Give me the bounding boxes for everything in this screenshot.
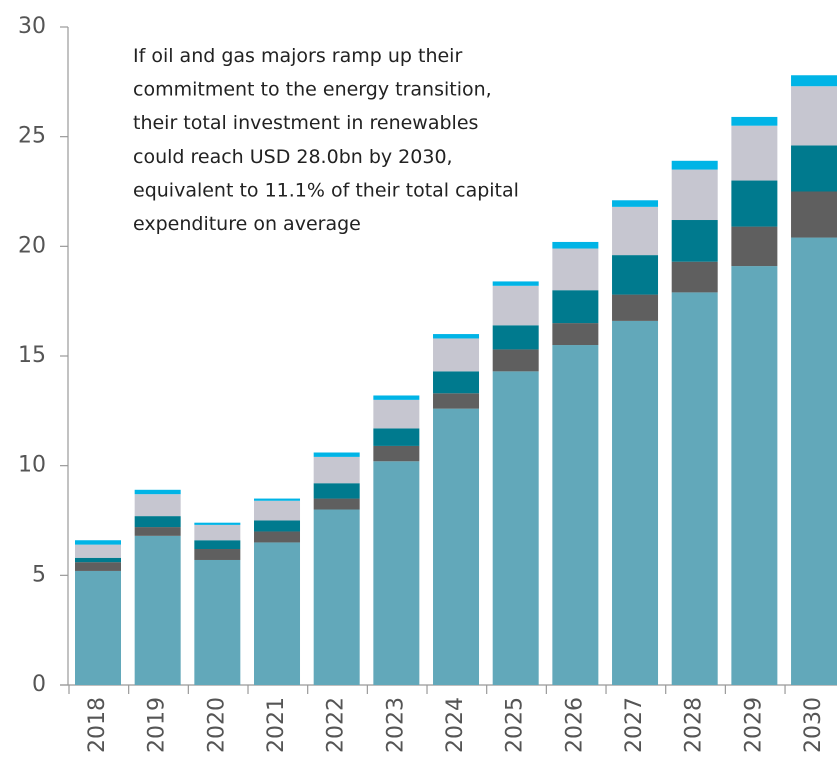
annotation: expenditure on average	[133, 213, 361, 235]
bar-segment	[433, 371, 480, 394]
bar-segment	[134, 516, 181, 528]
bar-segment	[791, 191, 837, 238]
bar-segment	[373, 399, 420, 429]
bar-segment	[75, 540, 121, 545]
bar-segment	[552, 241, 599, 249]
bar-segment	[254, 520, 301, 532]
x-tick-label: 2023	[383, 697, 408, 753]
x-tick-label: 2022	[324, 697, 349, 753]
bar-segment	[552, 323, 599, 346]
bar-segment	[791, 75, 837, 87]
bar-segment	[194, 559, 241, 685]
bar-segment	[671, 261, 718, 293]
y-tick-label: 30	[18, 14, 46, 39]
bar-segment	[731, 266, 778, 685]
bar-segment	[254, 542, 301, 685]
annotation: their total investment in renewables	[133, 112, 478, 134]
bar-segment	[731, 180, 778, 227]
annotation: equivalent to 11.1% of their total capit…	[133, 179, 519, 201]
bar-segment	[194, 524, 241, 541]
bar-segment	[194, 549, 241, 560]
bar-segment	[194, 522, 241, 525]
bar-segment	[373, 445, 420, 462]
bar-segment	[433, 393, 480, 409]
bar-segment	[254, 498, 301, 501]
y-tick-label: 5	[32, 562, 46, 587]
bar-segment	[671, 160, 718, 170]
bar-segment	[552, 248, 599, 291]
x-tick-label: 2020	[204, 697, 229, 753]
x-tick-label: 2026	[562, 697, 587, 753]
bar-segment	[313, 452, 360, 457]
bar-segment	[612, 294, 659, 321]
y-tick-label: 15	[18, 343, 46, 368]
bar-segment	[134, 489, 181, 495]
bar-segment	[75, 544, 121, 558]
annotation: commitment to the energy transition,	[133, 79, 492, 101]
x-tick-label: 2030	[801, 697, 826, 753]
annotation: If oil and gas majors ramp up their	[133, 45, 462, 67]
bar-segment	[492, 349, 539, 372]
bar-segment	[492, 285, 539, 326]
x-tick-label: 2025	[503, 697, 528, 753]
bar-segment	[75, 562, 121, 571]
bar-segment	[492, 325, 539, 350]
bar-segment	[433, 338, 480, 372]
bar-segment	[134, 527, 181, 536]
bar-segment	[492, 281, 539, 286]
bar-segment	[313, 509, 360, 685]
x-tick-label: 2024	[443, 697, 468, 753]
y-tick-label: 25	[18, 124, 46, 149]
bar-segment	[194, 540, 241, 550]
bar-segment	[492, 371, 539, 685]
bar-segment	[612, 200, 659, 207]
bar-segment	[612, 320, 659, 685]
bar-segment	[373, 395, 420, 400]
x-tick-label: 2028	[682, 697, 707, 753]
bar-segment	[671, 220, 718, 262]
bar-segment	[791, 86, 837, 146]
bar-segment	[671, 292, 718, 685]
y-tick-label: 10	[18, 453, 46, 478]
bar-segment	[552, 290, 599, 324]
annotation: could reach USD 28.0bn by 2030,	[133, 146, 453, 168]
x-tick-label: 2029	[741, 697, 766, 753]
bar-segment	[552, 345, 599, 685]
bar-segment	[433, 334, 480, 339]
bar-segment	[254, 531, 301, 543]
bar-segment	[254, 500, 301, 521]
bar-segment	[313, 483, 360, 499]
y-tick-label: 20	[18, 233, 46, 258]
bar-segment	[75, 570, 121, 685]
bar-segment	[791, 145, 837, 192]
bar-segment	[612, 206, 659, 256]
bar-segment	[612, 255, 659, 295]
x-tick-label: 2018	[85, 697, 110, 753]
bar-segment	[373, 428, 420, 446]
bar-segment	[313, 498, 360, 510]
bar-segment	[134, 535, 181, 685]
x-tick-label: 2021	[264, 697, 289, 753]
y-tick-label: 0	[32, 672, 46, 697]
bar-segment	[731, 116, 778, 126]
x-tick-label: 2019	[145, 697, 170, 753]
bar-segment	[731, 226, 778, 267]
bar-segment	[671, 169, 718, 221]
x-tick-label: 2027	[622, 697, 647, 753]
bar-segment	[791, 237, 837, 685]
bar-segment	[75, 557, 121, 563]
bar-segment	[313, 456, 360, 484]
bar-segment	[731, 125, 778, 181]
bar-segment	[373, 461, 420, 685]
bar-segment	[433, 408, 480, 685]
bar-segment	[134, 494, 181, 517]
